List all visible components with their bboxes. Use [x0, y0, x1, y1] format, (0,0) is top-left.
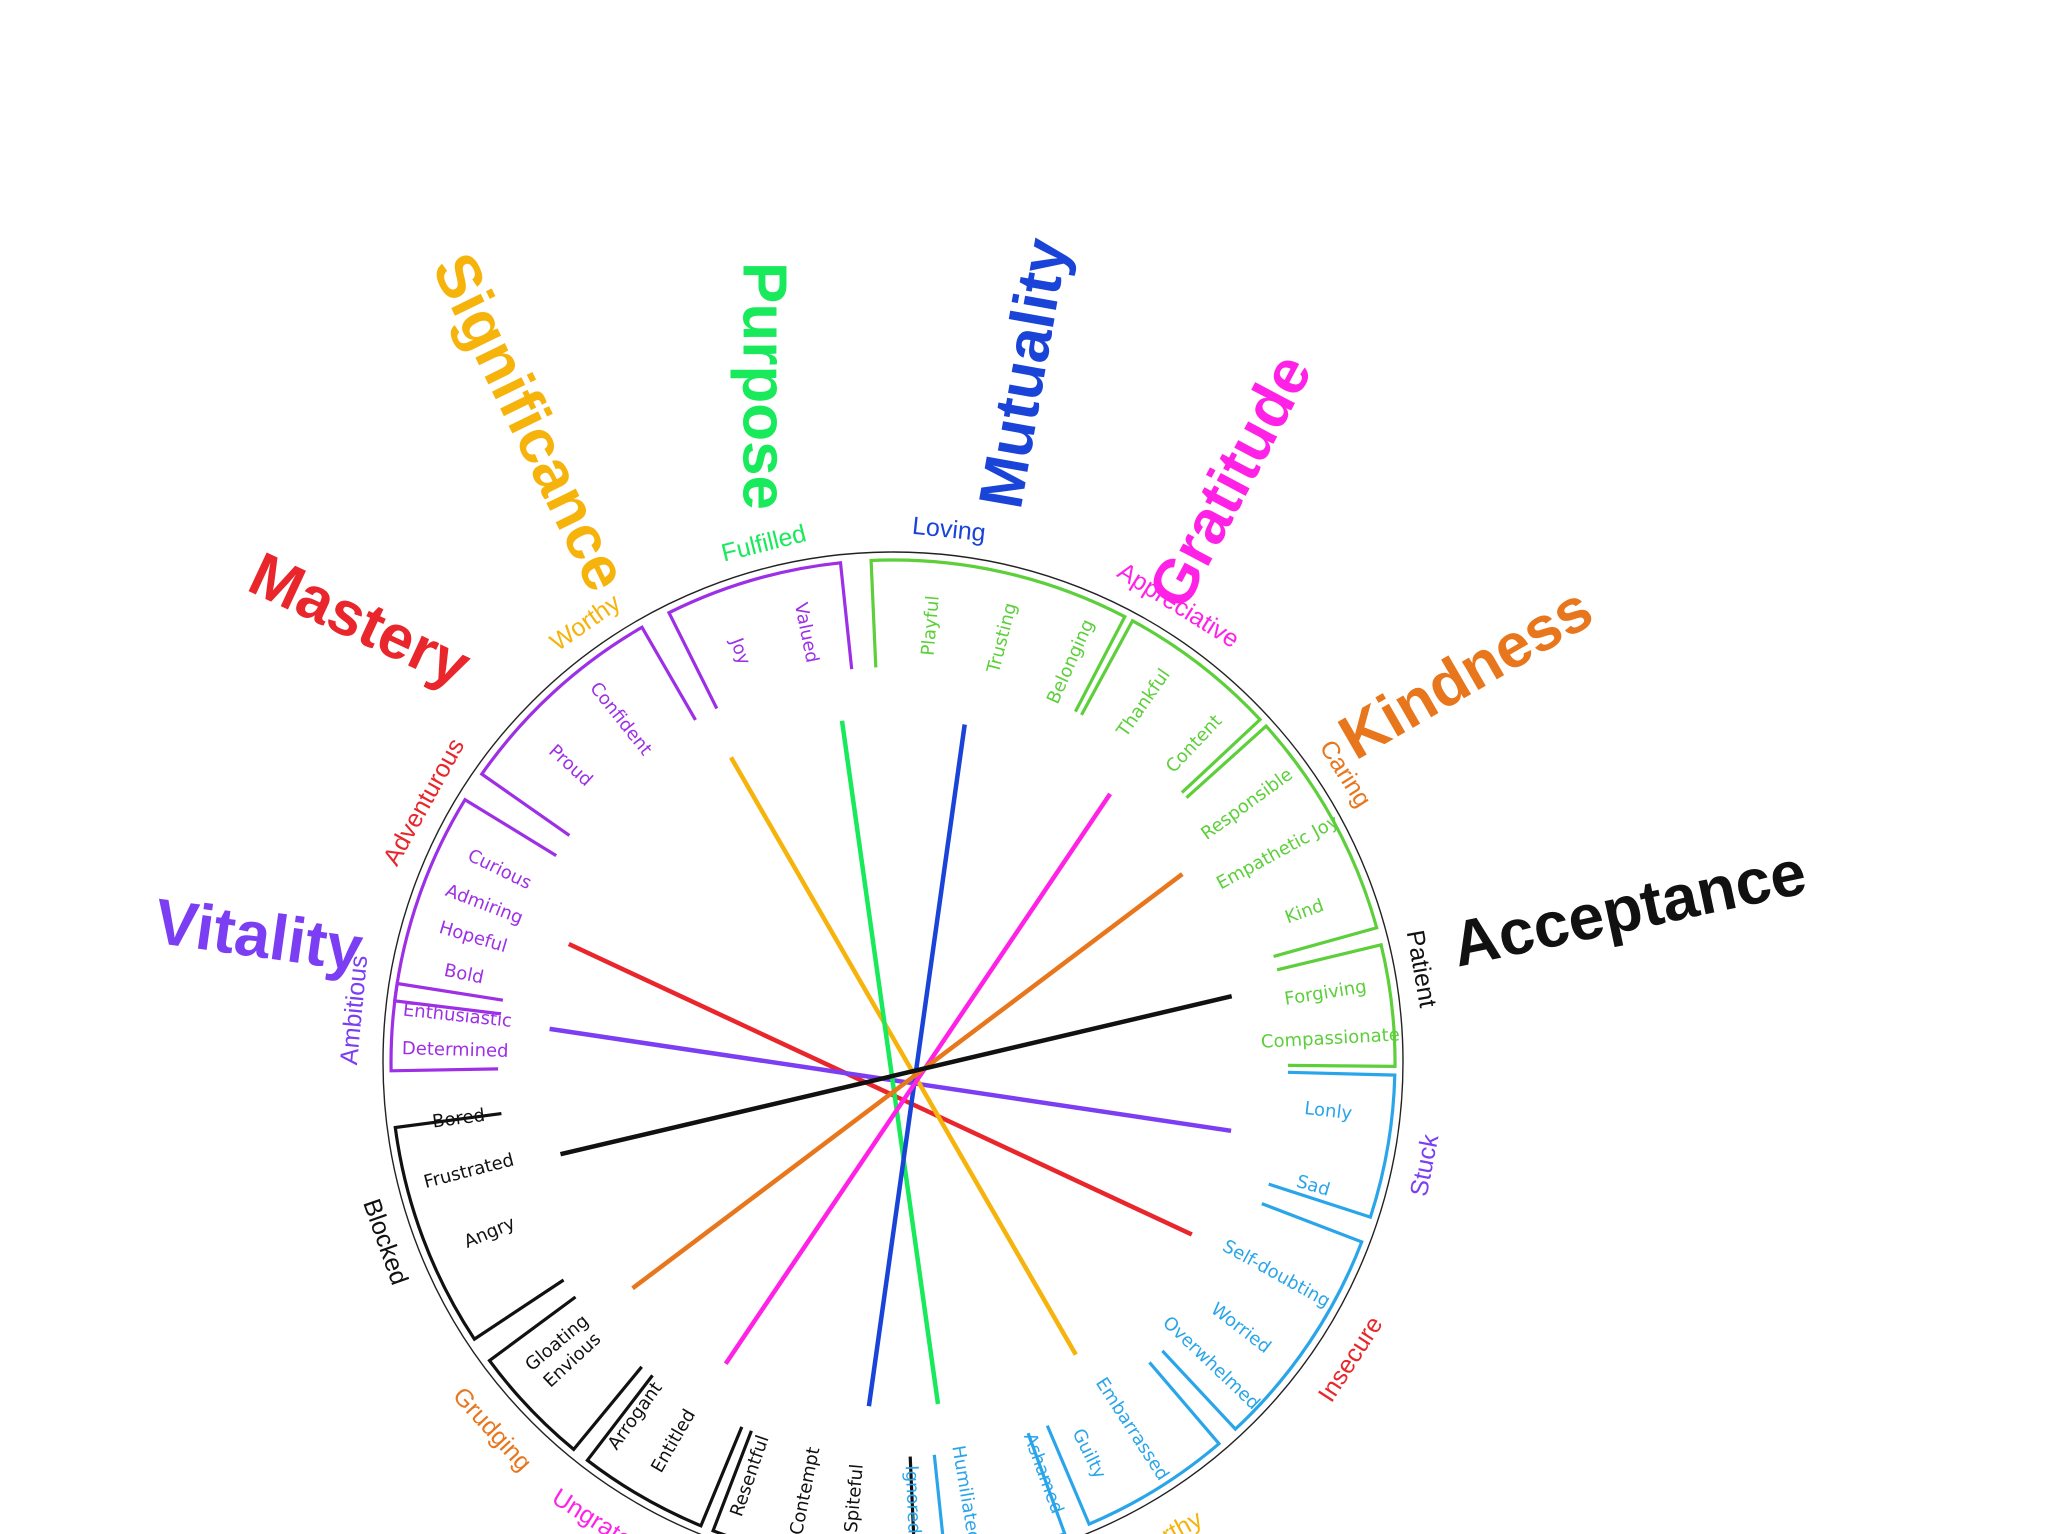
bracket-appreciative: [1080, 618, 1263, 794]
group-label-fulfilled: Fulfilled: [719, 519, 809, 567]
value-label-gratitude: Gratitude: [1135, 343, 1325, 619]
bracket-patient: [1276, 942, 1397, 1069]
bracket-loving: [869, 558, 1127, 713]
emotion-label-proud: Proud: [544, 741, 596, 791]
bracket-ambitious: [389, 981, 504, 1073]
emotion-label-lonly: Lonly: [1303, 1098, 1353, 1124]
emotion-label-forgiving: Forgiving: [1283, 976, 1368, 1010]
bracket-caring: [1185, 723, 1379, 958]
group-label-adventurous: Adventurous: [378, 734, 471, 870]
emotion-label-guilty: Guilty: [1068, 1425, 1111, 1482]
emotion-label-self-doubting: Self-doubting: [1219, 1236, 1334, 1312]
group-label-grudging: Grudging: [447, 1382, 537, 1477]
emotion-label-ignored: Ignored: [901, 1465, 925, 1534]
value-label-acceptance: Acceptance: [1446, 835, 1812, 980]
value-label-vitality: Vitality: [150, 885, 367, 985]
emotion-label-ashamed: Ashamed: [1019, 1430, 1068, 1516]
bracket-insecure: [1161, 1202, 1364, 1432]
emotion-label-trusting: Trusting: [983, 601, 1021, 676]
emotion-label-valued: Valued: [790, 601, 823, 665]
emotion-label-worried: Worried: [1207, 1299, 1275, 1358]
spoke-acceptance-blocked: [559, 994, 1233, 1157]
emotion-label-sad: Sad: [1294, 1171, 1332, 1201]
value-label-mastery: Mastery: [239, 539, 481, 701]
emotion-label-thankful: Thankful: [1112, 665, 1175, 742]
bracket-stuck: [1268, 1070, 1397, 1220]
group-label-unworthy: Unworthy: [1101, 1505, 1208, 1534]
emotion-label-bored: Bored: [431, 1105, 486, 1133]
emotion-label-frustrated: Frustrated: [422, 1149, 517, 1192]
value-label-kindness: Kindness: [1328, 574, 1604, 773]
emotion-label-kind: Kind: [1282, 895, 1326, 928]
emotion-label-confident: Confident: [585, 678, 656, 759]
group-brackets: [389, 558, 1397, 1534]
emotion-label-enthusiastic: Enthusiastic: [402, 1000, 513, 1032]
group-label-loving: Loving: [911, 512, 987, 548]
group-label-insecure: Insecure: [1313, 1311, 1389, 1407]
spokes: [549, 720, 1233, 1407]
value-labels: Mastery Vitality Significance Purpose Mutual…: [150, 233, 1812, 985]
bracket-fulfilled: [666, 561, 854, 710]
emotion-label-bold: Bold: [442, 960, 485, 989]
emotion-label-playful: Playful: [918, 595, 944, 657]
bracket-unworthy: [1045, 1361, 1222, 1527]
outer-circle-layer: [382, 551, 1404, 1534]
spoke-purpose-worthless: [839, 720, 941, 1405]
emotion-label-contempt: Contempt: [786, 1445, 824, 1534]
bracket-worthy: [479, 625, 697, 837]
emotion-label-belonging: Belonging: [1043, 616, 1099, 707]
group-label-ungrateful: Ungrateful: [547, 1483, 660, 1534]
emotion-label-spiteful: Spiteful: [841, 1463, 868, 1533]
value-label-significance: Significance: [419, 243, 641, 602]
bracket-blocked: [393, 1112, 565, 1342]
group-label-stuck: Stuck: [1405, 1131, 1445, 1198]
emotion-label-determined: Determined: [402, 1038, 509, 1062]
value-label-mutuality: Mutuality: [966, 233, 1081, 513]
emotion-label-joy: Joy: [725, 634, 755, 668]
emotion-label-arrogant: Arrogant: [604, 1378, 667, 1454]
emotion-label-humiliated: Humiliated: [947, 1444, 984, 1534]
spoke-kindness-grudging: [631, 872, 1184, 1291]
spoke-mastery-insecure: [567, 941, 1193, 1237]
group-label-patient: Patient: [1401, 928, 1442, 1010]
emotion-label-entitled: Entitled: [647, 1406, 700, 1477]
spoke-mutuality-mean: [866, 724, 967, 1407]
emotion-label-angry: Angry: [461, 1212, 518, 1252]
emotion-label-compassionate: Compassionate: [1260, 1024, 1400, 1052]
bracket-ungrateful: [585, 1374, 744, 1528]
spoke-gratitude-ungrateful: [723, 792, 1112, 1365]
emotion-label-curious: Curious: [464, 845, 534, 894]
outer-circle: [382, 551, 1404, 1534]
emotion-label-content: Content: [1162, 711, 1227, 777]
value-label-purpose: Purpose: [730, 262, 799, 510]
spoke-significance-unworthy: [729, 756, 1078, 1356]
emotion-labels: CuriousAdmiringHopefulBoldEnthusiasticDe…: [402, 595, 1401, 1534]
emotion-label-hopeful: Hopeful: [437, 917, 510, 957]
bracket-grudging: [487, 1295, 643, 1452]
